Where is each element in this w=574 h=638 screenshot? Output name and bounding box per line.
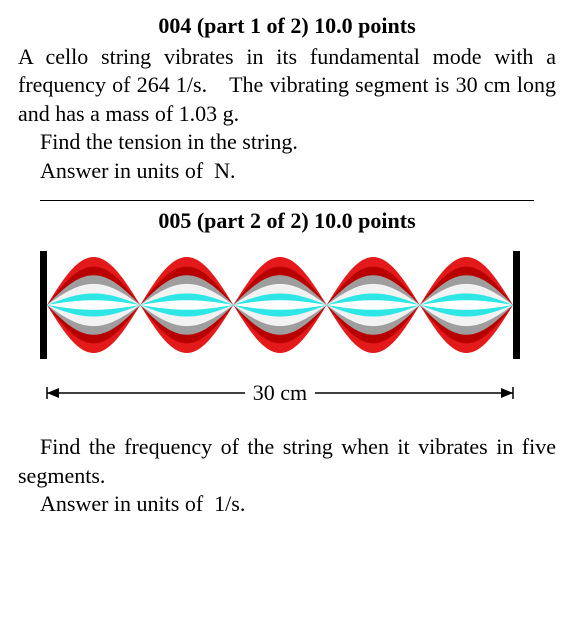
divider	[40, 200, 534, 201]
q004-units: Answer in units of N.	[18, 157, 556, 186]
q004-body: A cello string vibrates in its fundament…	[18, 43, 556, 129]
q005-title: 005 (part 2 of 2) 10.0 points	[18, 207, 556, 236]
svg-text:30 cm: 30 cm	[253, 380, 307, 405]
standing-wave-svg: 30 cm	[40, 251, 520, 423]
harmonic-diagram: 30 cm	[40, 251, 534, 423]
q004-prompt: Find the tension in the string.	[18, 128, 556, 157]
q004-title: 004 (part 1 of 2) 10.0 points	[18, 12, 556, 41]
q005-units: Answer in units of 1/s.	[18, 490, 556, 519]
q005-prompt: Find the frequency of the string when it…	[18, 433, 556, 490]
